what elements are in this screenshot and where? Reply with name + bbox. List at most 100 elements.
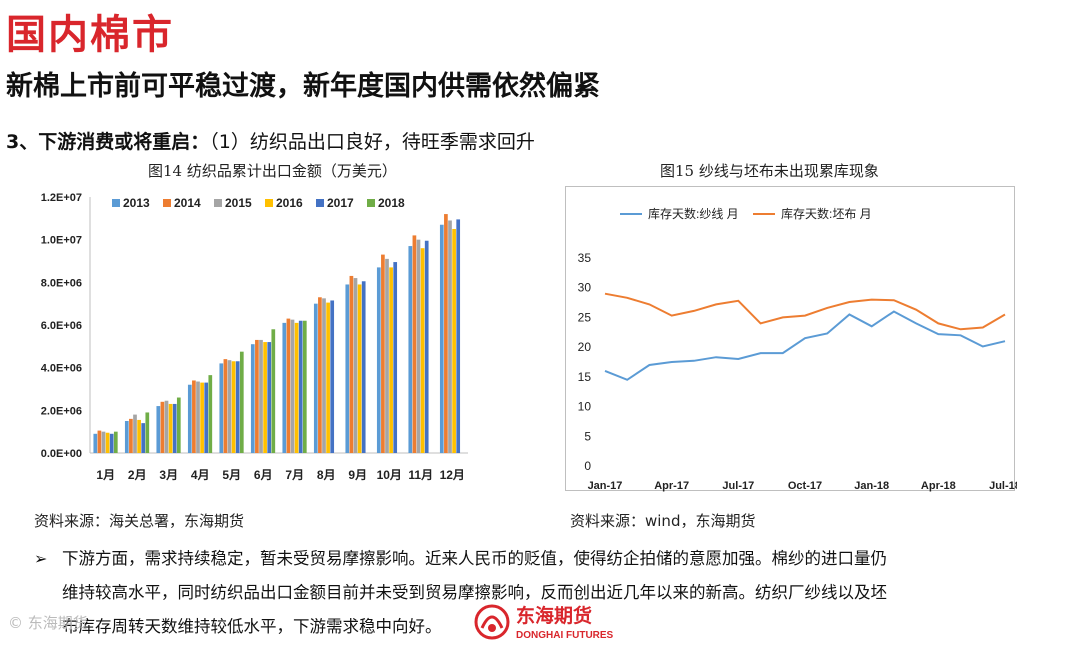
bar-2013-8 <box>313 303 318 453</box>
legend-label-2016: 2016 <box>276 196 303 210</box>
legend-swatch-2016 <box>265 199 273 207</box>
y-tick-label: 1.0E+07 <box>41 235 82 247</box>
bar-2015-5 <box>227 360 232 453</box>
bar-2018-5 <box>239 351 244 453</box>
bar-2015-6 <box>259 339 263 453</box>
y-tick-label: 35 <box>578 251 592 265</box>
bar-2016-7 <box>294 322 299 453</box>
y-tick-label: 2.0E+06 <box>41 405 82 417</box>
legend-swatch-2017 <box>316 199 324 207</box>
x-tick-label: 11月 <box>408 468 433 482</box>
export-bar-chart: 0.0E+00 2.0E+06 4.0E+06 6.0E+06 8.0E+06 1.0E+… <box>41 192 468 482</box>
bar-2014-3 <box>160 401 165 453</box>
bar-2014-5 <box>223 359 228 453</box>
bar-2013-5 <box>219 363 224 453</box>
bar-2013-2 <box>124 421 129 453</box>
bar-2015-1 <box>101 431 106 453</box>
x-tick-label: 4月 <box>191 468 210 482</box>
bar-2017-6 <box>267 342 272 453</box>
bar-2018-7 <box>302 320 307 453</box>
x-tick-label: Jan-17 <box>588 480 623 492</box>
body-line-1: 下游方面，需求持续稳定，暂未受贸易摩擦影响。近来人民币的贬值，使得纺企拍储的意愿… <box>62 549 887 568</box>
y-tick-label: 1.2E+07 <box>41 192 82 204</box>
y-tick-label: 15 <box>578 370 592 384</box>
bar-2015-3 <box>164 400 169 453</box>
bar-2016-8 <box>326 302 330 453</box>
x-tick-label: 10月 <box>377 468 402 482</box>
bar-2014-11 <box>412 235 417 453</box>
y-tick-label: 0 <box>584 459 591 473</box>
x-tick-label: Apr-18 <box>921 480 956 492</box>
bar-2017-8 <box>330 300 335 453</box>
bar-2017-10 <box>393 262 398 453</box>
bar-2016-5 <box>231 361 236 453</box>
x-tick-label: 12月 <box>440 468 465 482</box>
bar-2018-4 <box>208 375 213 453</box>
section-heading-rest: （1）纺织品出口良好，待旺季需求回升 <box>209 131 535 153</box>
legend-swatch-2018 <box>367 199 375 207</box>
x-tick-label: 3月 <box>159 468 178 482</box>
bullet-arrow-icon: ➢ <box>34 549 48 568</box>
x-tick-label: Apr-17 <box>654 480 689 492</box>
bar-2015-9 <box>353 278 358 453</box>
bar-2017-5 <box>235 361 240 453</box>
logo-name-en: DONGHAI FUTURES <box>516 630 614 641</box>
bar-2015-7 <box>290 319 295 453</box>
x-tick-label: Oct-17 <box>788 480 822 492</box>
bar-2018-1 <box>113 431 118 453</box>
bar-2015-10 <box>385 258 389 453</box>
bar-2017-3 <box>172 403 177 453</box>
bar-2014-8 <box>318 297 322 453</box>
bar-2013-12 <box>439 224 444 453</box>
figure-15-title: 图15 纱线与坯布未出现累库现象 <box>660 162 879 180</box>
x-tick-label: 6月 <box>254 468 273 482</box>
bar-2018-6 <box>271 329 276 453</box>
bar-2013-1 <box>93 433 98 453</box>
figure-15-source: 资料来源：wind，东海期货 <box>570 512 756 530</box>
bar-2013-9 <box>345 284 350 453</box>
bar-2017-11 <box>424 240 429 453</box>
bar-2015-2 <box>133 414 137 453</box>
legend-label-2: 库存天数:坯布 月 <box>781 206 872 221</box>
bar-2015-8 <box>322 298 326 453</box>
y-tick-label: 20 <box>578 340 592 354</box>
legend-swatch-2014 <box>163 199 171 207</box>
logo-mark-icon <box>474 604 510 640</box>
x-tick-label: 2月 <box>128 468 147 482</box>
x-tick-label: Jul-17 <box>722 480 754 492</box>
page-subtitle: 新棉上市前可平稳过渡，新年度国内供需依然偏紧 <box>6 71 600 102</box>
x-tick-label: 1月 <box>96 468 115 482</box>
bar-2016-12 <box>452 229 456 453</box>
bar-2013-6 <box>250 344 255 453</box>
bar-2017-9 <box>361 281 366 453</box>
page-title: 国内棉市 <box>6 12 174 58</box>
bar-2015-4 <box>196 381 200 453</box>
bar-2017-12 <box>456 219 461 453</box>
legend-label-2014: 2014 <box>174 196 201 210</box>
bar-2016-4 <box>200 382 204 453</box>
figure-14-title: 图14 纺织品累计出口金额（万美元） <box>148 162 397 180</box>
legend-swatch-2015 <box>214 199 222 207</box>
bar-2014-6 <box>255 339 259 453</box>
bar-2014-9 <box>349 275 354 453</box>
logo-name-cn: 东海期货 <box>516 604 592 627</box>
bar-2016-2 <box>137 419 141 453</box>
watermark: © 东海期货 <box>8 614 88 632</box>
bar-2014-2 <box>129 418 133 453</box>
bar-2017-2 <box>141 423 146 453</box>
y-tick-label: 30 <box>578 281 592 295</box>
legend-label-2013: 2013 <box>123 196 150 210</box>
inventory-line-chart: 0 5 10 15 20 25 30 35 Jan-17 Apr-17 Jul-17 Oct-17 Ja… <box>565 186 1017 492</box>
bar-2015-11 <box>416 239 421 453</box>
bar-2013-3 <box>156 406 161 453</box>
bar-2014-10 <box>381 254 385 453</box>
bar-2016-1 <box>105 432 110 453</box>
bar-2017-7 <box>298 320 303 453</box>
y-tick-label: 5 <box>584 429 591 443</box>
x-tick-label: Jul-18 <box>989 480 1017 492</box>
x-tick-label: 7月 <box>285 468 304 482</box>
bar-2013-10 <box>376 267 381 453</box>
legend-label-2015: 2015 <box>225 196 252 210</box>
bar-2016-3 <box>168 403 173 453</box>
body-line-3: 布库存周转天数维持较低水平，下游需求稳中向好。 <box>62 617 442 636</box>
